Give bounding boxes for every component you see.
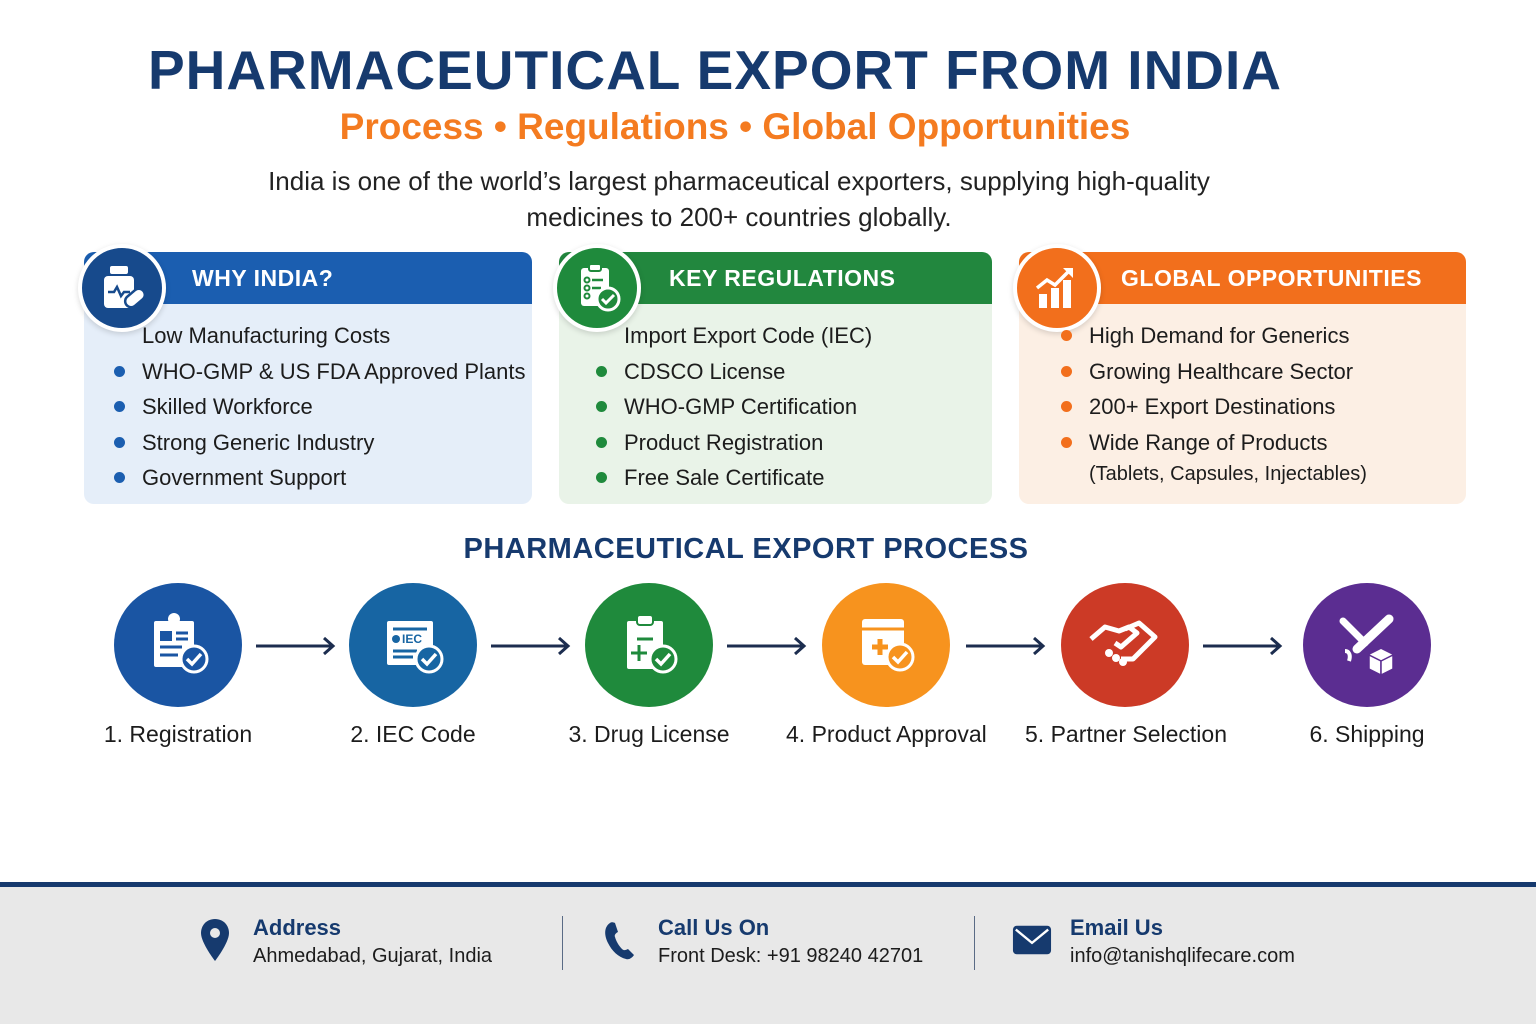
intro-text: India is one of the world’s largest phar… [0, 163, 1478, 235]
footer-separator [974, 916, 975, 970]
arrow-right-icon [1203, 636, 1283, 656]
list-item: Wide Range of Products [1061, 425, 1367, 461]
iec-certificate-icon: IEC [349, 583, 477, 707]
list-item: WHO-GMP Certification [596, 389, 872, 425]
growth-chart-icon [1013, 244, 1101, 332]
step-label: 2. IEC Code [350, 721, 476, 747]
email-title: Email Us [1070, 915, 1163, 940]
medicine-bottle-pill-icon [78, 244, 166, 332]
list-item: Product Registration [596, 425, 872, 461]
process-step-iec-code: IEC 2. IEC Code [313, 583, 513, 748]
global-opportunities-list: High Demand for Generics Growing Healthc… [1061, 318, 1367, 488]
bullet-icon [1061, 365, 1072, 377]
step-label: 6. Shipping [1309, 721, 1425, 747]
why-india-list: Low Manufacturing Costs WHO-GMP & US FDA… [114, 318, 526, 496]
list-item: High Demand for Generics [1061, 318, 1367, 354]
process-step-registration: 1. Registration [78, 583, 278, 748]
list-item: Skilled Workforce [114, 389, 526, 425]
card-title: KEY REGULATIONS [669, 264, 896, 291]
card-title: GLOBAL OPPORTUNITIES [1121, 264, 1422, 291]
list-item: Strong Generic Industry [114, 425, 526, 461]
process-step-partner-selection: 5. Partner Selection [1025, 583, 1228, 748]
bullet-icon [114, 472, 125, 484]
step-label: 4. Product Approval [786, 721, 987, 747]
svg-text:IEC: IEC [402, 632, 422, 646]
product-approval-icon [822, 583, 950, 707]
email-value[interactable]: info@tanishqlifecare.com [1070, 945, 1295, 967]
list-item: Low Manufacturing Costs [142, 323, 391, 348]
page-subtitle: Process • Regulations • Global Opportuni… [339, 106, 1131, 147]
arrow-right-icon [256, 636, 336, 656]
address-value: Ahmedabad, Gujarat, India [253, 945, 493, 967]
location-pin-icon [195, 914, 235, 966]
bullet-icon [1061, 330, 1072, 342]
list-item: Free Sale Certificate [596, 460, 872, 496]
footer [0, 887, 1536, 1024]
checklist-clipboard-icon [553, 244, 641, 332]
bullet-icon [596, 365, 607, 377]
bullet-icon [596, 472, 607, 484]
shipping-plane-box-icon [1303, 583, 1431, 707]
email-envelope-icon [1012, 914, 1052, 966]
step-label: 3. Drug License [568, 721, 730, 747]
contact-address: Address Ahmedabad, Gujarat, India [195, 914, 492, 970]
intro-line-1: India is one of the world’s largest phar… [268, 166, 1210, 196]
step-label: 5. Partner Selection [1025, 721, 1228, 747]
list-item: Import Export Code (IEC) [624, 323, 873, 348]
phone-value[interactable]: Front Desk: +91 98240 42701 [658, 945, 924, 967]
card-why-india: WHY INDIA? Low Manufacturing Costs WHO-G… [78, 244, 532, 504]
page-title: PHARMACEUTICAL EXPORT FROM INDIA [147, 39, 1283, 101]
arrow-right-icon [727, 636, 807, 656]
list-item: 200+ Export Destinations [1061, 389, 1367, 425]
contact-email: Email Us info@tanishqlifecare.com [1012, 914, 1295, 970]
list-item: WHO-GMP & US FDA Approved Plants [114, 354, 526, 390]
process-step-shipping: 6. Shipping [1267, 583, 1467, 748]
bullet-icon [596, 401, 607, 413]
bullet-icon [1061, 436, 1072, 448]
list-item: Government Support [114, 460, 526, 496]
registration-form-icon [114, 583, 242, 707]
list-item: Growing Healthcare Sector [1061, 354, 1367, 390]
phone-title: Call Us On [658, 915, 770, 940]
contact-phone: Call Us On Front Desk: +91 98240 42701 [600, 914, 923, 970]
arrow-right-icon [491, 636, 571, 656]
key-regulations-list: Import Export Code (IEC) CDSCO License W… [596, 318, 872, 496]
footer-separator [562, 916, 563, 970]
phone-icon [600, 914, 640, 966]
arrow-right-icon [966, 636, 1046, 656]
bullet-icon [1061, 401, 1072, 413]
intro-line-2: medicines to 200+ countries globally. [526, 202, 952, 232]
list-item: CDSCO License [596, 354, 872, 390]
bullet-icon [596, 436, 607, 448]
card-key-regulations: KEY REGULATIONS Import Export Code (IEC)… [553, 244, 992, 504]
footer-divider [0, 882, 1536, 887]
bullet-icon [114, 401, 125, 413]
drug-license-clipboard-icon [585, 583, 713, 707]
card-title: WHY INDIA? [192, 264, 334, 291]
card-global-opportunities: GLOBAL OPPORTUNITIES High Demand for Gen… [1013, 244, 1466, 504]
bullet-icon [114, 365, 125, 377]
step-label: 1. Registration [103, 721, 253, 747]
handshake-icon [1061, 583, 1189, 707]
bullet-icon [114, 436, 125, 448]
process-step-drug-license: 3. Drug License [549, 583, 749, 748]
process-title: PHARMACEUTICAL EXPORT PROCESS [463, 533, 1029, 565]
process-step-product-approval: 4. Product Approval [786, 583, 987, 748]
address-title: Address [253, 915, 342, 940]
list-item-note: (Tablets, Capsules, Injectables) [1089, 463, 1367, 485]
